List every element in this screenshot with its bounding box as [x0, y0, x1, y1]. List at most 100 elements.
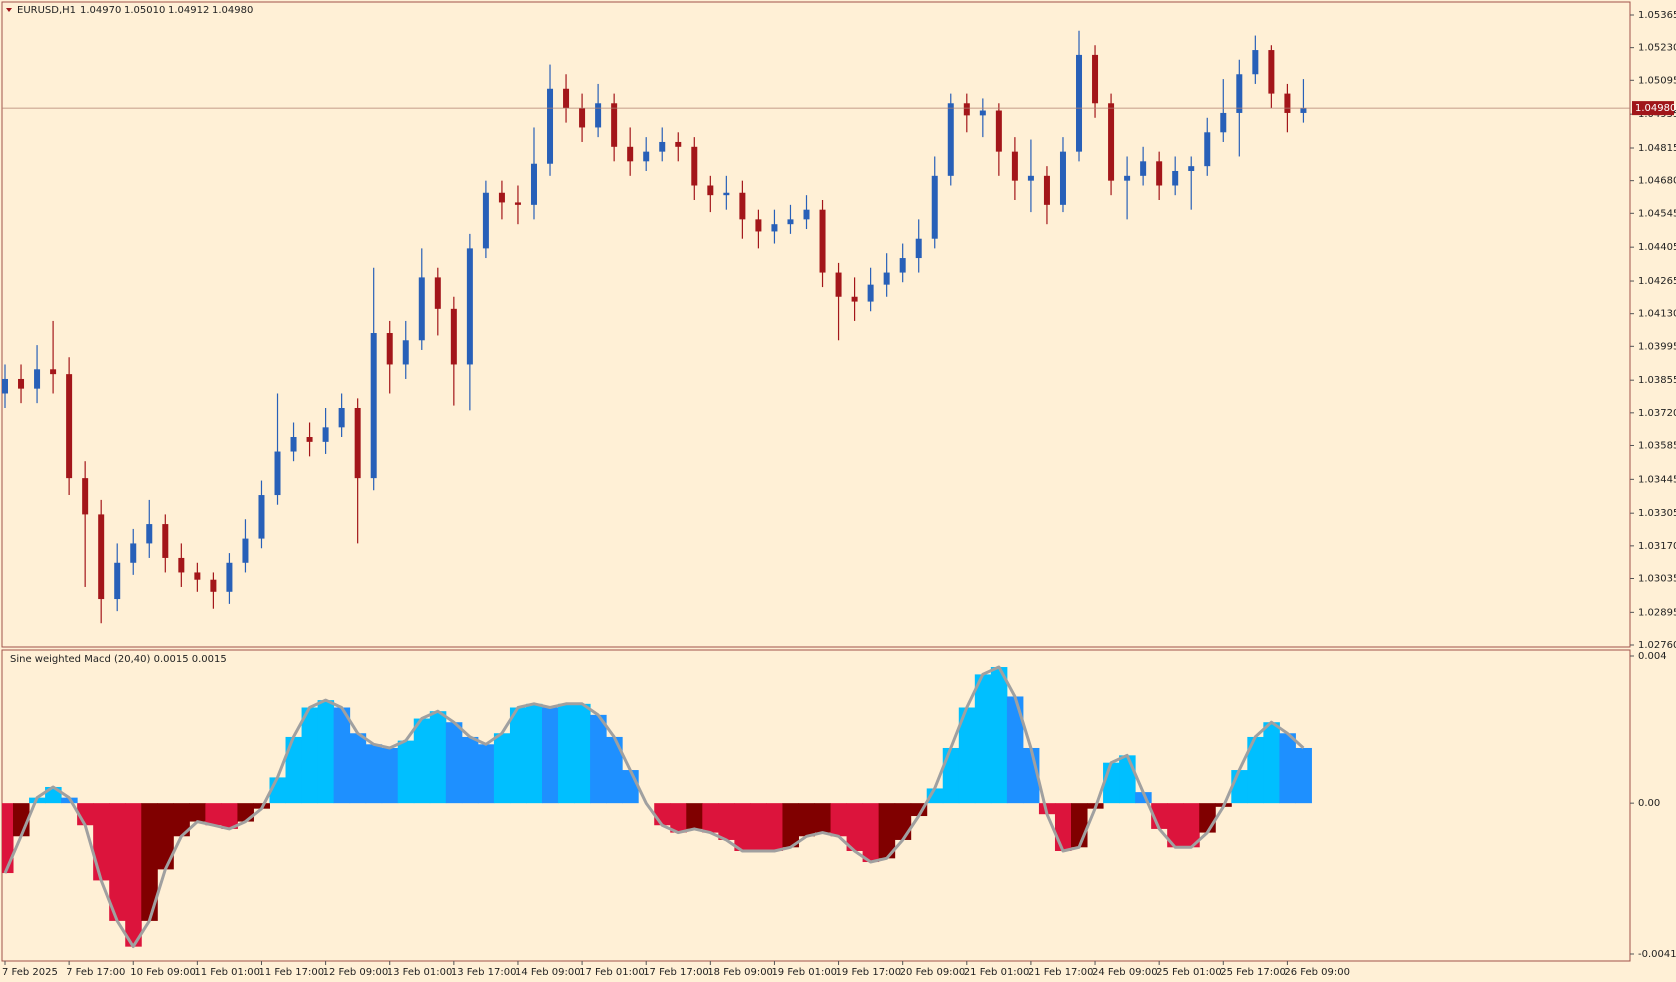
symbol-title: EURUSD,H1 [17, 5, 76, 16]
histogram-bar [782, 803, 799, 848]
y-tick-label: 1.04265 [1638, 276, 1676, 287]
candle-body [819, 209, 826, 273]
candle-body [659, 141, 666, 152]
candle-body [787, 219, 794, 225]
histogram-bar [894, 803, 912, 840]
candle-body [114, 562, 121, 600]
candle-body [514, 202, 521, 205]
x-tick-label: 19 Feb 17:00 [836, 967, 902, 978]
candle-body [162, 524, 169, 558]
histogram-bar [974, 674, 992, 804]
candle-body [563, 88, 570, 109]
histogram-bar [173, 803, 190, 837]
bid-box [1632, 101, 1674, 116]
histogram-bar [93, 803, 110, 881]
x-tick-label: 24 Feb 09:00 [1092, 967, 1158, 978]
histogram-bar [718, 803, 735, 840]
candle-body [931, 175, 938, 239]
histogram-bar [622, 770, 639, 804]
histogram-bar [141, 803, 158, 921]
candle-body [370, 333, 377, 479]
histogram-bar [301, 707, 319, 804]
histogram-bar [846, 803, 864, 851]
candle-body [1140, 161, 1147, 176]
histogram-bar [766, 803, 783, 851]
y-tick-label: 1.03445 [1638, 474, 1676, 485]
candle-body [1156, 161, 1163, 186]
histogram-bar [1054, 803, 1072, 851]
histogram-bar [830, 803, 848, 837]
candle-body [899, 258, 906, 273]
histogram-bar [606, 736, 623, 804]
histogram-bar [862, 803, 880, 863]
candle-body [803, 209, 810, 220]
x-tick-label: 13 Feb 17:00 [451, 967, 517, 978]
candle-body [50, 369, 57, 375]
candle-body [306, 437, 313, 442]
candle-body [1124, 175, 1131, 181]
y-tick-label: 1.04815 [1638, 143, 1676, 154]
header-value: 1.04980 [212, 5, 253, 16]
histogram-bar [878, 803, 896, 859]
y-tick-label: 1.05230 [1638, 43, 1676, 54]
histogram-bar [429, 711, 447, 804]
candle-body [1236, 74, 1243, 113]
histogram-bar [333, 707, 351, 804]
x-tick-label: 11 Feb 01:00 [194, 967, 260, 978]
histogram-bar [574, 703, 591, 804]
candle-body [1059, 151, 1066, 205]
histogram-bar [493, 733, 511, 804]
candle-body [707, 185, 714, 196]
candle-body [739, 192, 746, 220]
histogram-bar [590, 714, 607, 804]
candle-body [867, 284, 874, 302]
x-tick-label: 21 Feb 17:00 [1028, 967, 1094, 978]
x-tick-label: 17 Feb 01:00 [579, 967, 645, 978]
histogram-bar [750, 803, 767, 851]
histogram-bar [317, 700, 335, 804]
candle-body [450, 308, 457, 365]
histogram-bar [237, 803, 254, 822]
candle-body [595, 103, 602, 128]
y-tick-label: 1.03855 [1638, 375, 1676, 386]
histogram-bar [1183, 803, 1200, 848]
histogram-bar [1119, 755, 1136, 804]
x-tick-label: 21 Feb 01:00 [964, 967, 1030, 978]
x-tick-label: 10 Feb 09:00 [130, 967, 196, 978]
y-tick-label: 1.03035 [1638, 573, 1676, 584]
candle-body [1300, 108, 1307, 113]
candle-body [947, 103, 954, 176]
histogram-bar [397, 740, 415, 804]
y-tick-label: 1.05365 [1638, 10, 1676, 21]
histogram-bar [702, 803, 719, 833]
candle-body [1011, 151, 1018, 181]
y-tick-label: 1.03585 [1638, 440, 1676, 451]
candle-body [386, 333, 393, 365]
candle-body [98, 514, 105, 600]
candle-body [995, 110, 1002, 152]
x-tick-label: 25 Feb 17:00 [1220, 967, 1286, 978]
x-tick-label: 19 Feb 01:00 [771, 967, 837, 978]
candle-body [434, 277, 441, 309]
candle-body [771, 224, 778, 232]
x-tick-label: 25 Feb 01:00 [1156, 967, 1222, 978]
candle-body [835, 272, 842, 297]
y-tick-label: 0.00 [1638, 798, 1660, 809]
candle-body [418, 277, 425, 341]
candle-body [963, 103, 970, 116]
candle-body [1108, 103, 1115, 181]
menu-arrow [6, 8, 12, 12]
candle-body [755, 219, 762, 232]
y-tick-label: 1.05095 [1638, 75, 1676, 86]
candle-body [691, 146, 698, 186]
histogram-bar [525, 703, 543, 804]
y-tick-label: 1.03170 [1638, 541, 1676, 552]
candle-body [178, 557, 185, 573]
bid-label: 1.04980 [1635, 103, 1676, 114]
candle-body [402, 340, 409, 365]
candle-body [547, 88, 554, 164]
histogram-bar [365, 744, 383, 804]
candle-body [34, 369, 41, 389]
histogram-bar [125, 803, 142, 947]
